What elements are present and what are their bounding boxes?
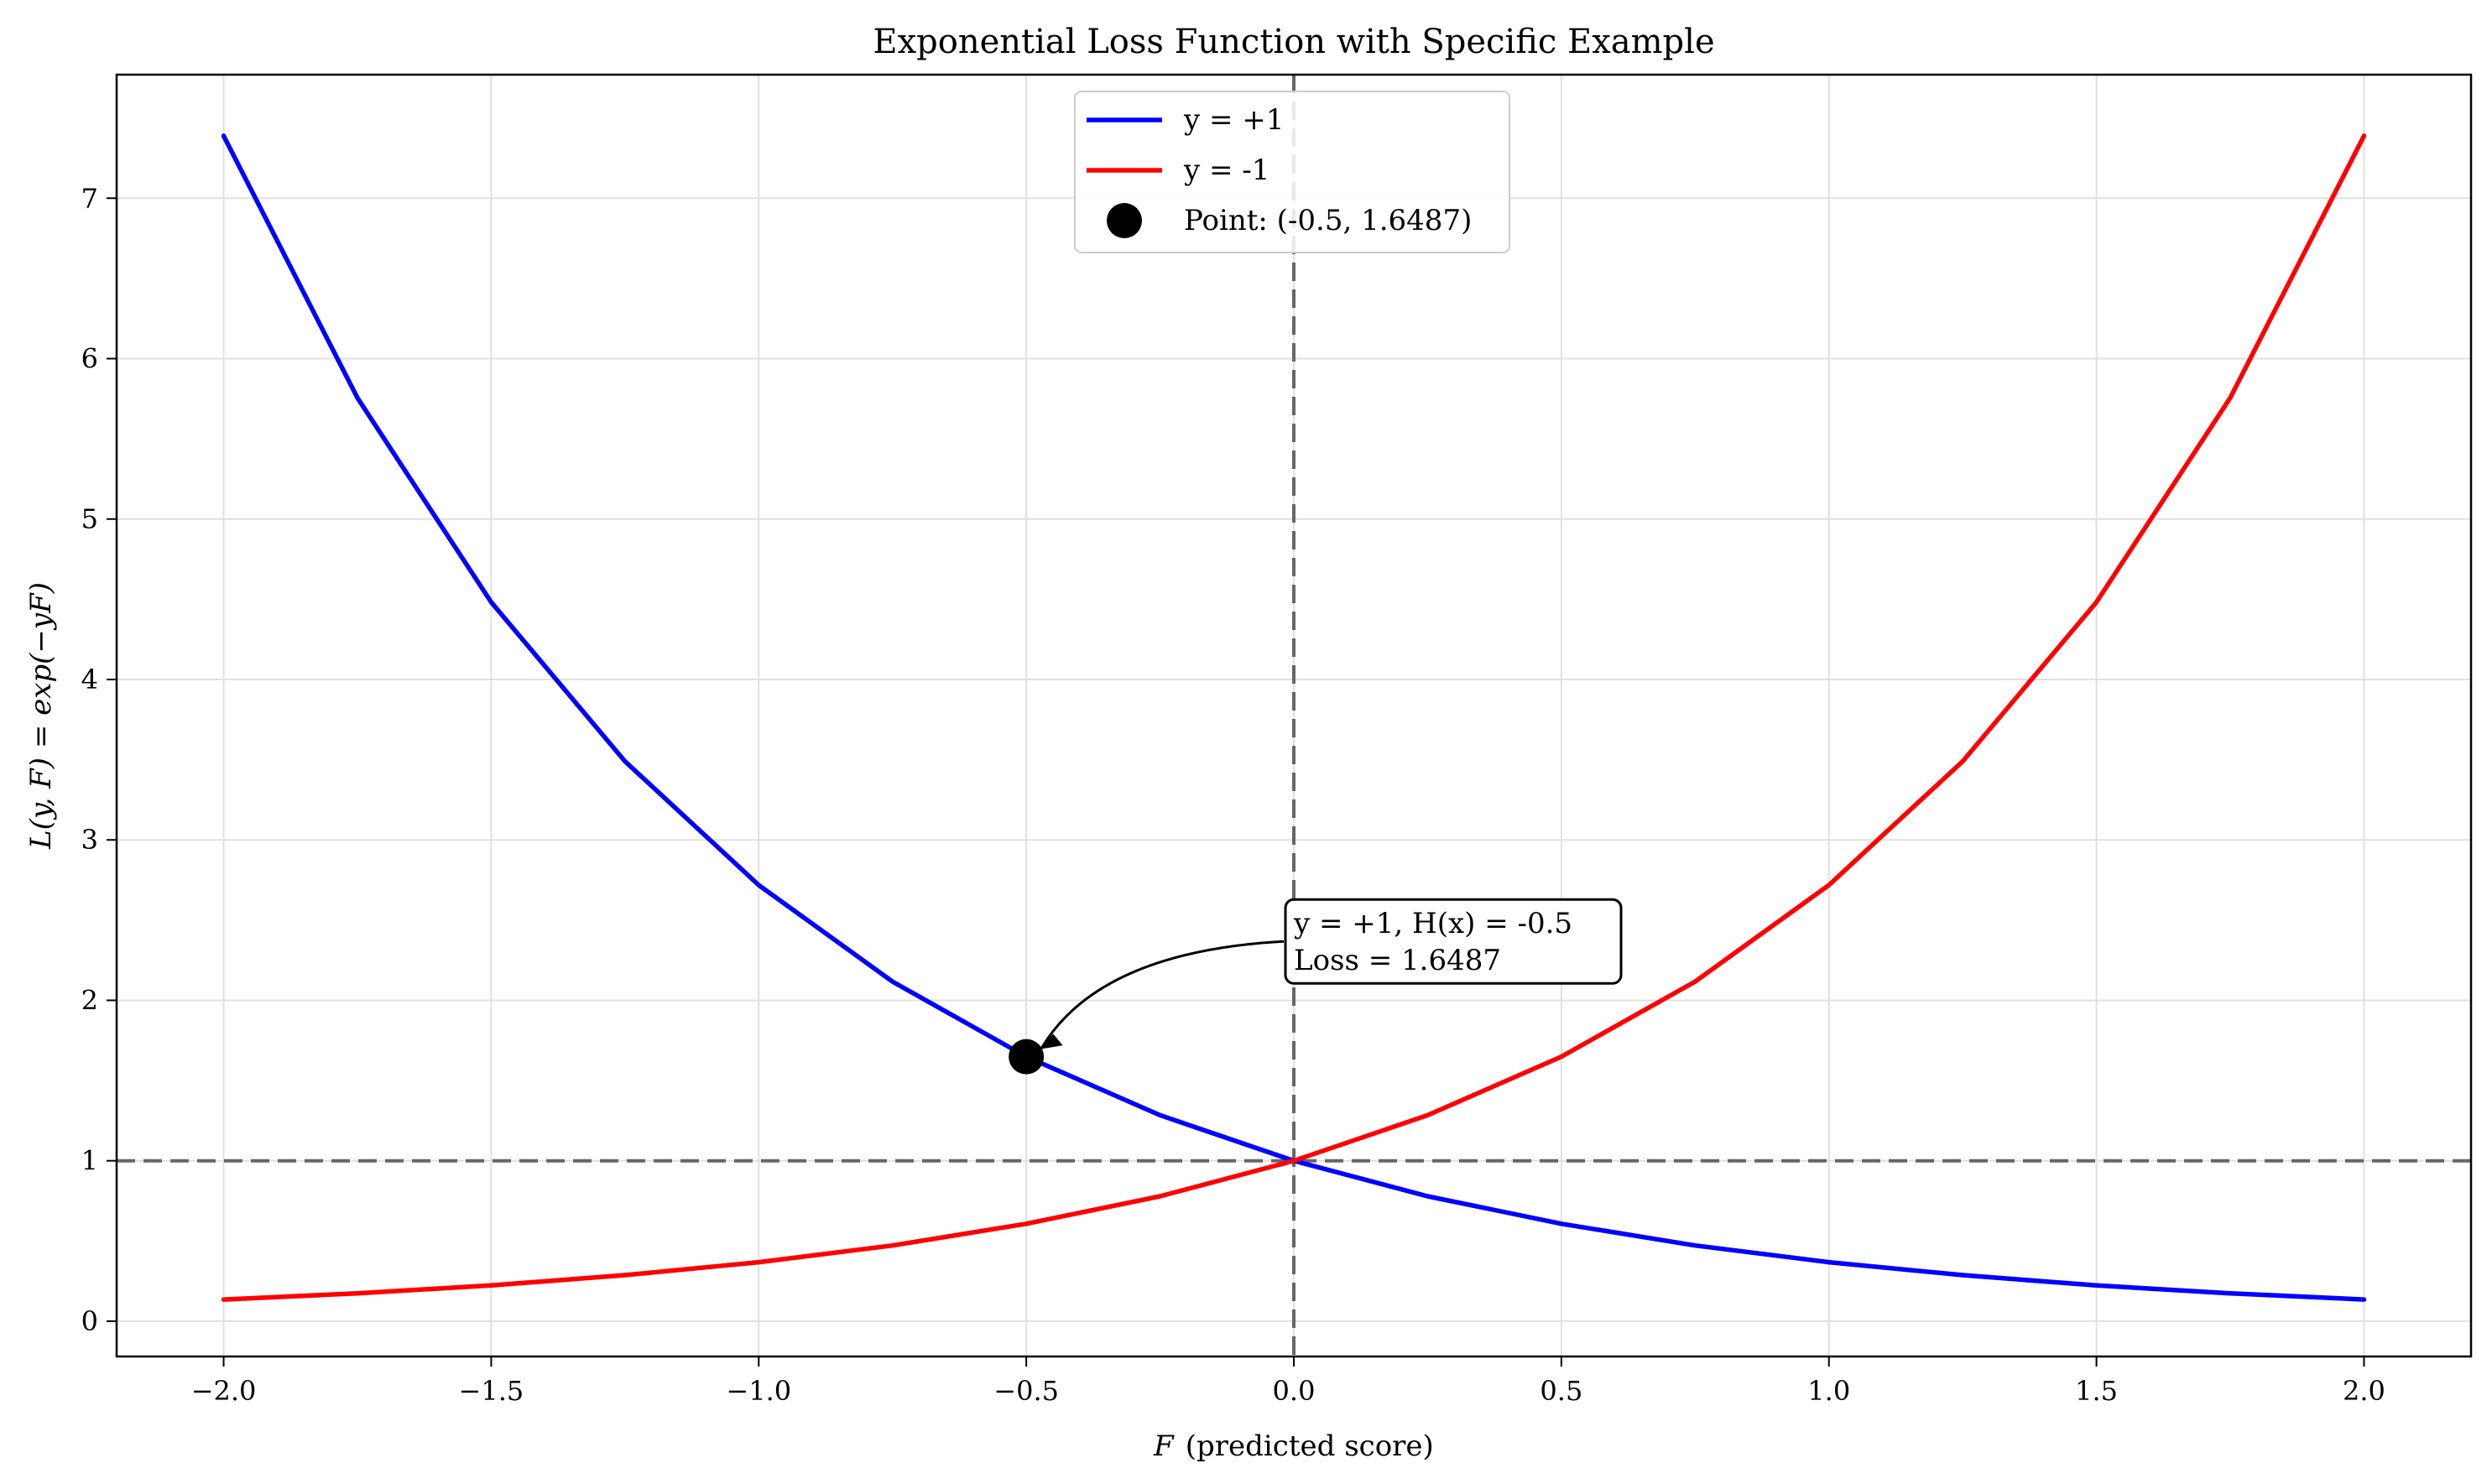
annotation-text-line: Loss = 1.6487	[1294, 944, 1501, 977]
point-layer	[1009, 1039, 1045, 1075]
legend-box	[1074, 91, 1510, 253]
ticks: −2.0 −1.5 −1.0 −0.5 0.0 0.5 1.0 1.5 2.0 0 1 2 3 4 5 6 7	[81, 182, 2385, 1407]
legend-label: y = +1	[1183, 103, 1284, 137]
legend-label: Point: (-0.5, 1.6487)	[1184, 204, 1472, 237]
x-tick-label: −1.5	[459, 1375, 524, 1407]
chart-title: Exponential Loss Function with Specific …	[873, 23, 1714, 61]
x-tick-label: −2.0	[191, 1375, 257, 1407]
x-tick-label: 1.5	[2075, 1375, 2118, 1407]
y-tick-label: 6	[81, 342, 98, 374]
x-axis-label-rest: (predicted score)	[1186, 1429, 1434, 1463]
y-tick-label: 0	[81, 1305, 98, 1337]
x-tick-label: −0.5	[993, 1375, 1059, 1407]
y-tick-label: 3	[81, 824, 98, 856]
y-tick-label: 4	[81, 664, 98, 695]
x-tick-label: −1.0	[726, 1375, 791, 1407]
x-tick-label: 1.0	[1807, 1375, 1850, 1407]
annotation-arrow	[1040, 940, 1285, 1049]
x-axis-label: F (predicted score)	[1153, 1429, 1434, 1463]
y-tick-label: 2	[81, 984, 98, 1016]
annotation: y = +1, H(x) = -0.5 Loss = 1.6487	[1040, 898, 1623, 1049]
y-axis-label: L(y, F) = exp(−yF)	[24, 582, 58, 850]
reference-lines	[117, 75, 2471, 1356]
annotation-box	[1284, 898, 1623, 985]
y-tick-label: 5	[81, 503, 98, 535]
y-tick-label: 7	[81, 182, 98, 214]
legend-label: y = -1	[1183, 154, 1269, 187]
x-tick-label: 2.0	[2343, 1375, 2385, 1407]
series-line-y-minus-1	[221, 133, 2367, 1302]
x-tick-label: 0.5	[1540, 1375, 1582, 1407]
y-tick-label: 1	[81, 1145, 98, 1177]
x-axis-label-var: F	[1153, 1429, 1175, 1463]
annotation-text-line: y = +1, H(x) = -0.5	[1293, 907, 1572, 940]
series-layer	[221, 133, 2367, 1302]
x-tick-label: 0.0	[1273, 1375, 1316, 1407]
legend-swatch-point	[1107, 203, 1142, 238]
legend: y = +1 y = -1 Point: (-0.5, 1.6487)	[1074, 91, 1510, 253]
highlighted-point	[1009, 1039, 1045, 1075]
annotation-arrowhead	[1040, 1034, 1063, 1049]
